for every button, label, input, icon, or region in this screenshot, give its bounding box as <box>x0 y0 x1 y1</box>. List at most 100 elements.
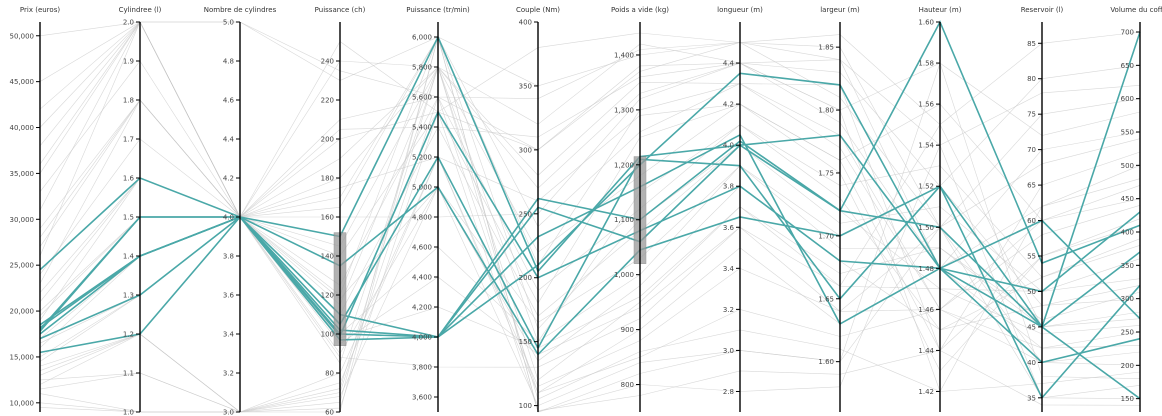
tick-label: 1.1 <box>123 370 134 378</box>
axis-cyl[interactable]: Cylindree (l) 1.0 1.1 1.2 1.3 1.4 1.5 1.6 1.7 1.8… <box>119 6 162 416</box>
tick-label: 3.6 <box>223 292 235 300</box>
tick-label: 2.0 <box>123 19 134 27</box>
tick-label: 4,400 <box>412 274 432 282</box>
tick-label: 5,000 <box>412 184 432 192</box>
selected-line[interactable] <box>39 155 1141 400</box>
tick-label: 4.6 <box>223 97 235 105</box>
tick-label: 40 <box>1027 359 1036 367</box>
tick-label: 900 <box>621 326 634 334</box>
tick-label: 10,000 <box>10 399 35 407</box>
tick-label: 50 <box>1027 288 1036 296</box>
context-line <box>39 60 1141 269</box>
axis-ncyl[interactable]: Nombre de cylindres 3.0 3.2 3.4 3.6 3.8 4.0 4.2… <box>204 6 277 416</box>
selected-line[interactable] <box>39 31 1141 338</box>
tick-label: 1.56 <box>918 101 934 109</box>
tick-label: 800 <box>621 381 634 389</box>
tick-label: 1,100 <box>614 216 634 224</box>
tick-label: 1.85 <box>818 44 834 52</box>
tick-label: 1.50 <box>918 224 934 232</box>
context-line <box>39 99 1141 229</box>
tick-label: 1.7 <box>123 136 134 144</box>
tick-label: 4,600 <box>412 244 432 252</box>
tick-label: 150 <box>1121 395 1134 403</box>
axis-title: Hauteur (m) <box>919 6 962 14</box>
tick-label: 5,800 <box>412 64 432 72</box>
tick-label: 75 <box>1027 111 1036 119</box>
tick-label: 200 <box>321 136 334 144</box>
tick-label: 160 <box>321 214 334 222</box>
axis-pch[interactable]: Puissance (ch) 60 80 100 120 140 160 180 200 220 2… <box>315 6 366 416</box>
tick-label: 200 <box>519 274 532 282</box>
axis-reservoir[interactable]: Reservoir (l) 35 40 45 50 55 60 65 70 75 80 85 <box>1021 6 1064 412</box>
tick-label: 450 <box>1121 195 1134 203</box>
axis-largeur[interactable]: largeur (m) 1.60 1.65 1.70 1.75 1.80 1.85 <box>818 6 860 412</box>
tick-label: 1.2 <box>123 331 134 339</box>
axis-longueur[interactable]: longueur (m) 2.8 3.0 3.2 3.4 3.6 3.8 4.0 4.2 4.4 <box>717 6 763 412</box>
tick-label: 1.80 <box>818 107 834 115</box>
tick-label: 3.2 <box>223 370 234 378</box>
tick-label: 350 <box>519 82 532 90</box>
axis-title: Prix (euros) <box>20 6 60 14</box>
tick-label: 4.2 <box>223 175 234 183</box>
context-line <box>39 21 1141 146</box>
tick-label: 3,600 <box>412 394 432 402</box>
selected-line[interactable] <box>39 185 1141 400</box>
tick-label: 1.3 <box>123 292 134 300</box>
tick-label: 4,800 <box>412 214 432 222</box>
selected-line[interactable] <box>39 134 1141 364</box>
axis-prix[interactable]: Prix (euros) 10,000 15,000 20,000 25,000 30,0… <box>10 6 61 412</box>
tick-label: 1.4 <box>123 253 135 261</box>
tick-label: 200 <box>1121 362 1134 370</box>
tick-label: 50,000 <box>10 32 35 40</box>
axis-couple[interactable]: Couple (Nm) 100 150 200 250 300 350 400 <box>516 6 560 412</box>
tick-label: 4.2 <box>723 101 734 109</box>
axis-title: Couple (Nm) <box>516 6 560 14</box>
tick-label: 85 <box>1027 40 1036 48</box>
tick-label: 4.0 <box>723 142 734 150</box>
tick-label: 1.42 <box>918 388 934 396</box>
axis-title: Reservoir (l) <box>1021 6 1064 14</box>
tick-label: 60 <box>1027 217 1036 225</box>
selected-line[interactable] <box>39 140 1141 341</box>
tick-label: 3.8 <box>723 183 734 191</box>
context-line <box>39 65 1141 413</box>
axis-title: Cylindree (l) <box>119 6 162 14</box>
tick-label: 3.0 <box>223 409 234 416</box>
tick-label: 140 <box>321 253 334 261</box>
axis-poids[interactable]: Poids a vide (kg) 800 900 1,000 1,100 1,200 1,… <box>611 6 669 412</box>
axis-title: Poids a vide (kg) <box>611 6 669 14</box>
tick-label: 1.52 <box>918 183 934 191</box>
tick-label: 5,600 <box>412 94 432 102</box>
tick-label: 220 <box>321 97 334 105</box>
context-line <box>39 21 1141 228</box>
axis-title: Nombre de cylindres <box>204 6 277 14</box>
tick-label: 4.8 <box>223 58 234 66</box>
tick-label: 100 <box>321 331 334 339</box>
tick-label: 1.75 <box>818 169 834 177</box>
context-line <box>39 21 1141 218</box>
tick-label: 3,800 <box>412 364 432 372</box>
tick-label: 3.4 <box>723 265 735 273</box>
axis-hauteur[interactable]: Hauteur (m) 1.42 1.44 1.46 1.48 1.50 1.52 1.54 1… <box>918 6 962 412</box>
selected-line[interactable] <box>39 133 1141 340</box>
tick-label: 1.0 <box>123 409 134 416</box>
axis-coffre[interactable]: Volume du coffre 150 200 250 300 350 400 450 500… <box>1110 6 1162 412</box>
selected-line[interactable] <box>39 20 1141 273</box>
context-line <box>39 66 1141 381</box>
tick-label: 40,000 <box>10 124 35 132</box>
axis-ptr[interactable]: Puissance (tr/min) 3,600 3,800 4,000 4,200 4,… <box>406 6 470 412</box>
tick-label: 4,000 <box>412 334 432 342</box>
selected-lines <box>39 20 1141 400</box>
tick-label: 1.60 <box>818 358 834 366</box>
tick-label: 1.9 <box>123 58 134 66</box>
tick-label: 250 <box>1121 329 1134 337</box>
context-line <box>39 62 1141 413</box>
tick-label: 1.6 <box>123 175 135 183</box>
tick-label: 650 <box>1121 62 1134 70</box>
tick-label: 1.5 <box>123 214 134 222</box>
context-line <box>39 21 1141 218</box>
tick-label: 30,000 <box>10 216 35 224</box>
tick-label: 300 <box>1121 295 1134 303</box>
context-line <box>39 21 1141 228</box>
